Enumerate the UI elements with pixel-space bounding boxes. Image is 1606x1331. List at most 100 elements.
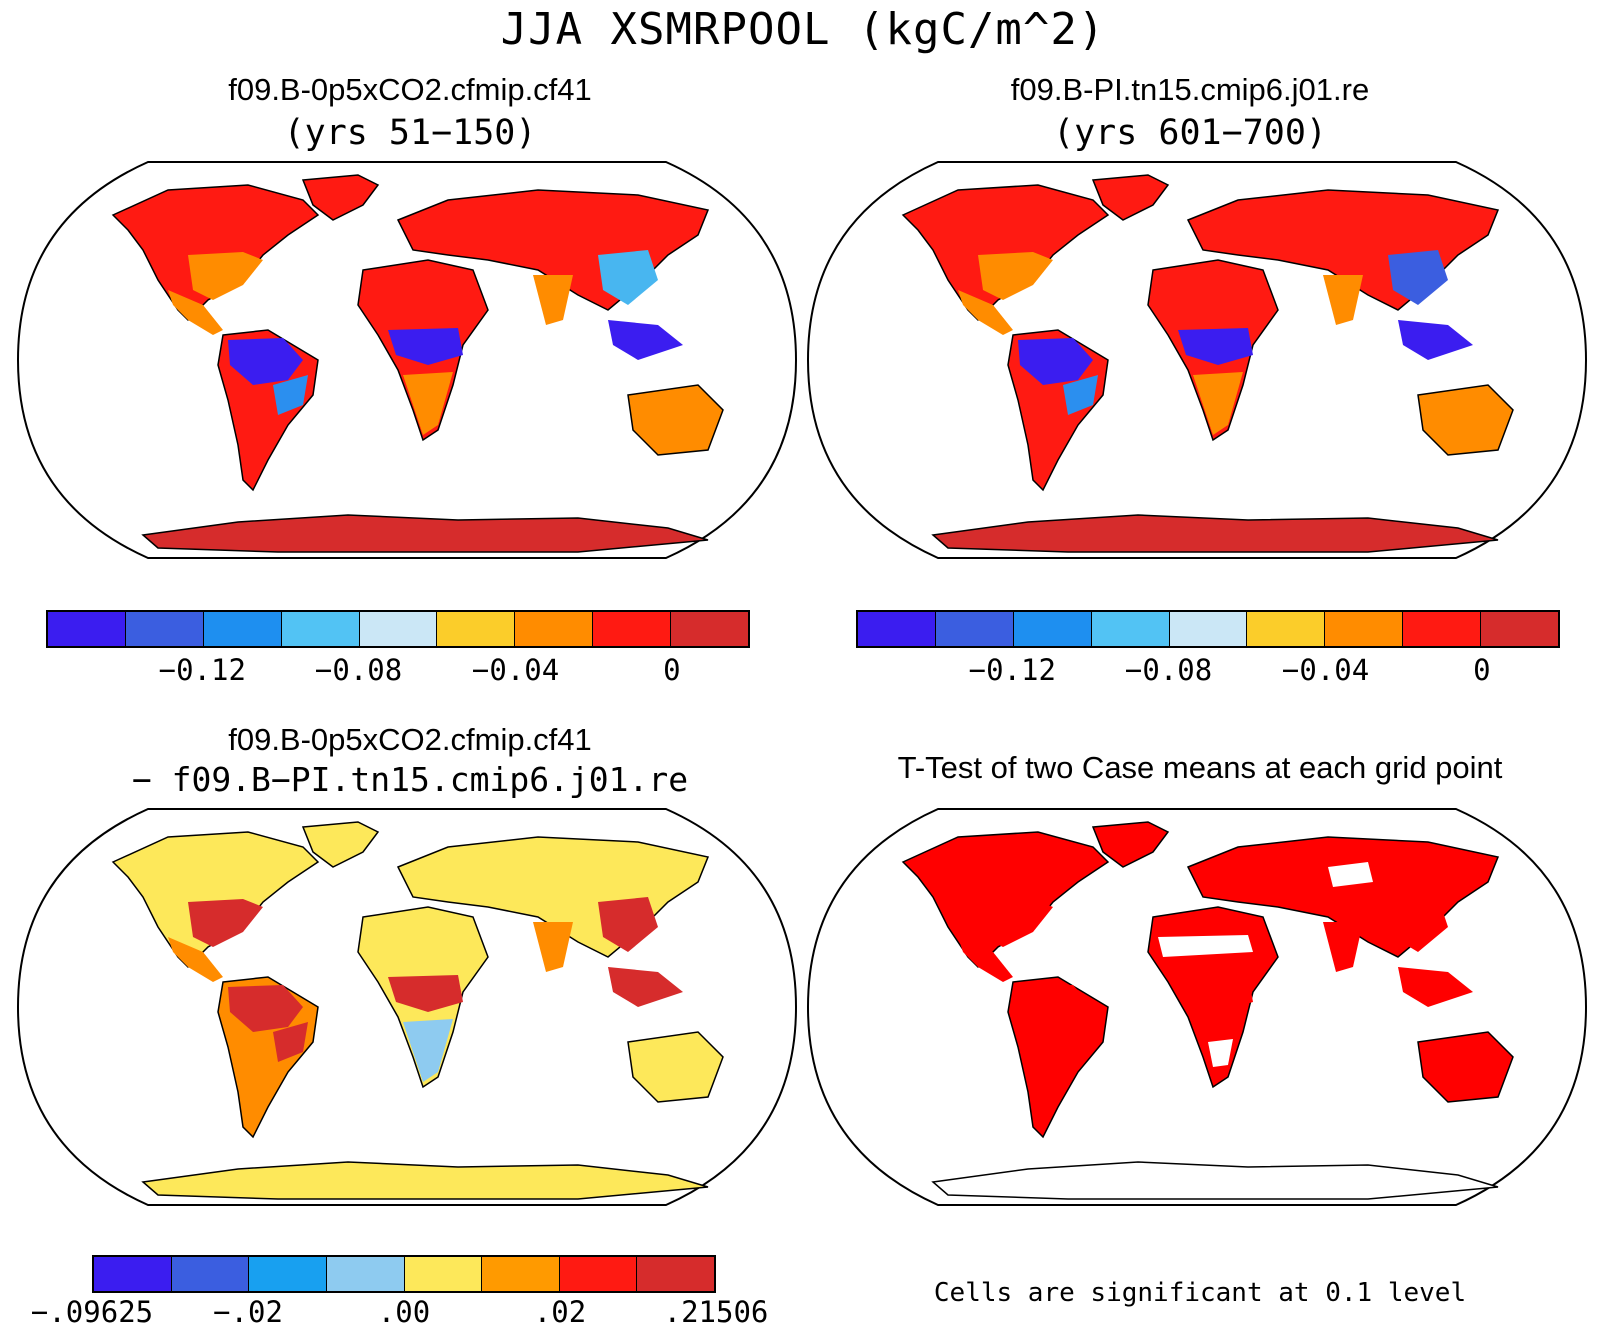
region-australia [627,384,724,456]
colorbar-case2 [856,610,1560,648]
region-antarctica [931,1161,1499,1200]
non-significant-area [1328,862,1373,887]
tick-label: .00 [377,1295,431,1329]
tick-label: −0.12 [968,653,1056,687]
tick-label: −.09625 [30,1295,154,1329]
region-india [533,922,573,972]
colorbar-swatch [1013,612,1092,646]
panel-subtitle-case2: (yrs 601−700) [1053,113,1327,153]
panel-subtitle-difference: − f09.B−PI.tn15.cmip6.j01.re [131,760,689,799]
tick-label: −0.12 [158,653,246,687]
region-south-brazil [1063,1022,1098,1062]
tick-label: −.02 [213,1295,283,1329]
region-east-asia [1388,897,1448,952]
region-usa-east [188,899,263,947]
region-africa-central [388,975,463,1012]
region-antarctica [141,1161,709,1200]
tick-label: 0 [1473,653,1491,687]
colorbar-swatch [437,612,516,646]
region-india [1323,922,1363,972]
colorbar-ticks-case1: −0.12 −0.08 −0.04 0 [46,653,750,689]
region-india [533,275,573,325]
colorbar-difference [92,1255,716,1293]
tick-label: −0.04 [1281,653,1370,687]
colorbar-swatch [359,612,438,646]
region-africa-central [388,328,463,365]
region-se-asia [608,320,683,360]
colorbar-swatch [171,1257,250,1291]
colorbar-swatch [637,1257,714,1291]
panel-title-case1: f09.B-0p5xCO2.cfmip.cf41 [228,72,592,107]
region-se-asia [1398,967,1473,1007]
region-mexico [958,290,1013,335]
region-africa-central [1178,975,1253,1012]
colorbar-swatch [593,612,672,646]
map-case1 [16,161,798,559]
region-antarctica [141,514,709,553]
colorbar-swatch [1091,612,1170,646]
colorbar-swatch [281,612,360,646]
region-greenland [301,174,380,221]
region-south-brazil [273,1022,308,1062]
colorbar-swatch [249,1257,327,1291]
region-amazon [228,338,303,385]
tick-label: −0.08 [314,653,403,687]
region-africa-south [403,372,453,435]
map-difference [16,808,798,1206]
region-usa-east [978,899,1053,947]
non-significant-area [1208,1039,1233,1067]
colorbar-swatch [94,1257,172,1291]
panel-title-difference: f09.B-0p5xCO2.cfmip.cf41 [228,722,592,757]
colorbar-swatch [48,612,126,646]
region-amazon [228,985,303,1032]
colorbar-swatch [515,612,594,646]
tick-label: −0.04 [471,653,560,687]
region-amazon [1018,338,1093,385]
region-australia [1417,384,1514,456]
colorbar-swatch [1247,612,1326,646]
figure-title: JJA XSMRPOOL (kgC/m^2) [500,4,1106,55]
non-significant-area [1158,935,1253,957]
colorbar-swatch [671,612,749,646]
tick-label: .21506 [663,1295,769,1329]
region-africa-south [1193,372,1243,435]
region-greenland [301,821,380,868]
region-south-brazil [1063,375,1098,415]
region-mexico [958,937,1013,982]
region-usa-east [188,252,263,300]
region-south-brazil [273,375,308,415]
region-australia [1417,1031,1514,1103]
panel-subtitle-case1: (yrs 51−150) [283,113,537,153]
region-greenland [1091,821,1170,868]
region-africa-central [1178,328,1253,365]
region-east-asia [1388,250,1448,305]
region-greenland [1091,174,1170,221]
colorbar-ticks-case2: −0.12 −0.08 −0.04 0 [856,653,1560,689]
colorbar-swatch [1325,612,1404,646]
colorbar-swatch [482,1257,560,1291]
region-india [1323,275,1363,325]
tick-label: .02 [533,1295,587,1329]
colorbar-swatch [203,612,282,646]
region-mexico [168,290,223,335]
region-se-asia [1398,320,1473,360]
region-east-asia [598,897,658,952]
panel-title-case2: f09.B-PI.tn15.cmip6.j01.re [1010,72,1370,107]
colorbar-swatch [935,612,1014,646]
region-se-asia [608,967,683,1007]
region-australia [627,1031,724,1103]
tick-label: 0 [663,653,681,687]
colorbar-swatch [1169,612,1248,646]
region-usa-east [978,252,1053,300]
region-mexico [168,937,223,982]
colorbar-swatch [404,1257,483,1291]
panel-title-ttest: T-Test of two Case means at each grid po… [897,750,1503,785]
region-east-asia [598,250,658,305]
map-ttest [806,808,1588,1206]
colorbar-swatch [1403,612,1482,646]
region-amazon [1018,985,1093,1032]
map-case2 [806,161,1588,559]
colorbar-case1 [46,610,750,648]
colorbar-swatch [1481,612,1559,646]
colorbar-swatch [858,612,936,646]
